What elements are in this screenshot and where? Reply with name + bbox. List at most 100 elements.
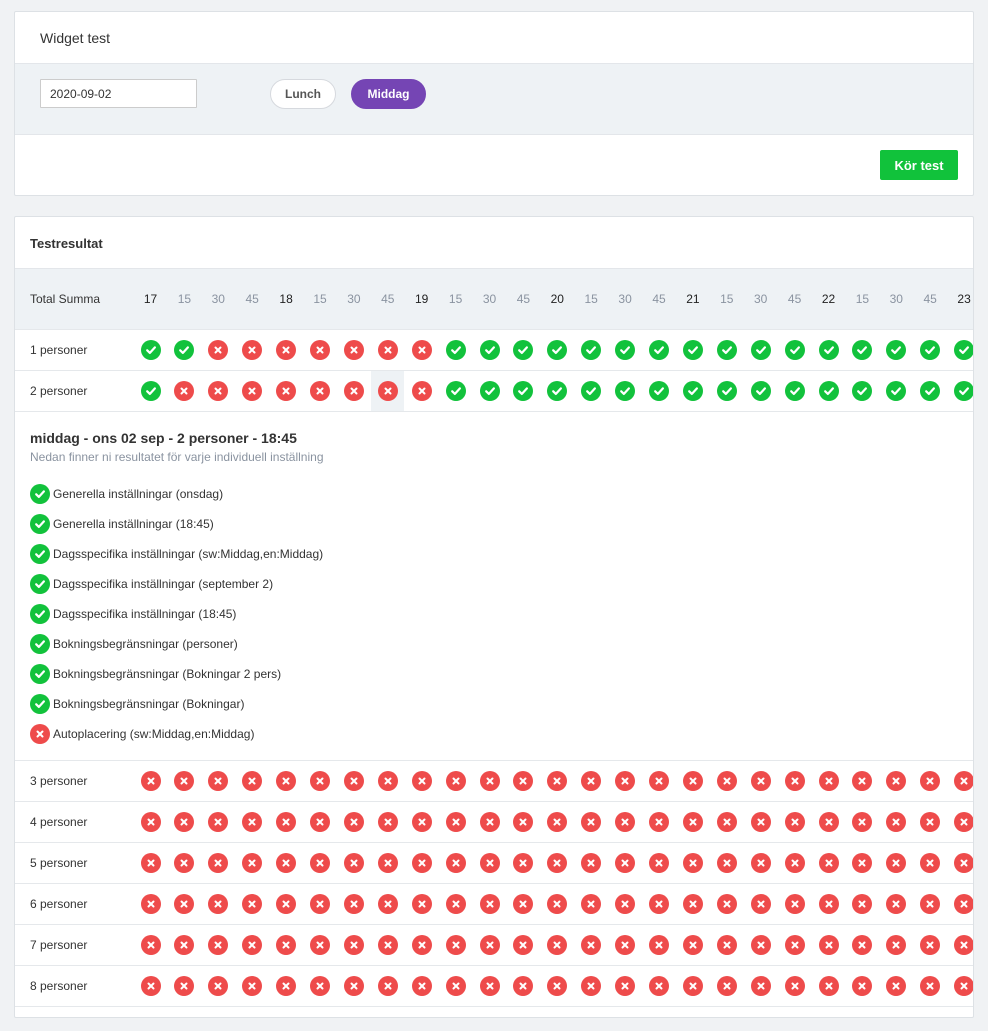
slot-result-cell[interactable] [473,925,506,965]
slot-result-cell[interactable] [202,925,235,965]
slot-result-cell[interactable] [134,925,167,965]
slot-result-cell[interactable] [202,761,235,801]
slot-result-cell[interactable] [405,371,438,411]
slot-result-cell[interactable] [304,843,337,883]
slot-result-cell[interactable] [846,925,879,965]
slot-result-cell[interactable] [812,330,845,370]
slot-result-cell[interactable] [304,966,337,1006]
slot-result-cell[interactable] [168,371,201,411]
slot-result-cell[interactable] [337,371,370,411]
slot-result-cell[interactable] [609,925,642,965]
slot-result-cell[interactable] [880,330,913,370]
slot-result-cell[interactable] [202,884,235,924]
slot-result-cell[interactable] [778,371,811,411]
slot-result-cell[interactable] [710,884,743,924]
slot-result-cell[interactable] [507,843,540,883]
slot-result-cell[interactable] [134,761,167,801]
slot-result-cell[interactable] [710,843,743,883]
slot-result-cell[interactable] [914,884,947,924]
slot-result-cell[interactable] [744,371,777,411]
slot-result-cell[interactable] [337,884,370,924]
slot-result-cell[interactable] [609,761,642,801]
slot-result-cell[interactable] [575,925,608,965]
slot-result-cell[interactable] [948,925,973,965]
slot-result-cell[interactable] [473,371,506,411]
slot-result-cell[interactable] [371,966,404,1006]
slot-result-cell[interactable] [473,330,506,370]
slot-result-cell[interactable] [202,330,235,370]
slot-result-cell[interactable] [778,966,811,1006]
slot-result-cell[interactable] [473,843,506,883]
slot-result-cell[interactable] [270,843,303,883]
slot-result-cell[interactable] [439,371,472,411]
slot-result-cell[interactable] [846,330,879,370]
slot-result-cell[interactable] [846,884,879,924]
slot-result-cell[interactable] [914,371,947,411]
slot-result-cell[interactable] [371,884,404,924]
slot-result-cell[interactable] [609,371,642,411]
slot-result-cell[interactable] [744,330,777,370]
slot-result-cell[interactable] [270,330,303,370]
slot-result-cell[interactable] [236,761,269,801]
slot-result-cell[interactable] [270,371,303,411]
slot-result-cell[interactable] [880,802,913,842]
slot-result-cell[interactable] [304,884,337,924]
slot-result-cell[interactable] [371,761,404,801]
slot-result-cell[interactable] [676,884,709,924]
slot-result-cell[interactable] [405,966,438,1006]
slot-result-cell[interactable] [439,925,472,965]
slot-result-cell[interactable] [676,761,709,801]
slot-result-cell[interactable] [337,761,370,801]
slot-result-cell[interactable] [812,371,845,411]
slot-result-cell[interactable] [473,802,506,842]
slot-result-cell[interactable] [744,761,777,801]
slot-result-cell[interactable] [168,843,201,883]
slot-result-cell[interactable] [778,884,811,924]
slot-result-cell[interactable] [507,330,540,370]
slot-result-cell[interactable] [643,966,676,1006]
slot-result-cell[interactable] [202,371,235,411]
slot-result-cell[interactable] [846,371,879,411]
slot-result-cell[interactable] [270,802,303,842]
slot-result-cell[interactable] [880,925,913,965]
slot-result-cell[interactable] [507,802,540,842]
slot-result-cell[interactable] [507,371,540,411]
slot-result-cell[interactable] [134,802,167,842]
slot-result-cell[interactable] [236,966,269,1006]
slot-result-cell[interactable] [337,843,370,883]
slot-result-cell[interactable] [643,843,676,883]
slot-result-cell[interactable] [541,843,574,883]
slot-result-cell[interactable] [473,884,506,924]
slot-result-cell[interactable] [778,802,811,842]
slot-result-cell[interactable] [643,330,676,370]
slot-result-cell[interactable] [304,371,337,411]
slot-result-cell[interactable] [236,802,269,842]
slot-result-cell[interactable] [948,371,973,411]
slot-result-cell[interactable] [337,925,370,965]
slot-result-cell[interactable] [948,761,973,801]
slot-result-cell[interactable] [880,843,913,883]
slot-result-cell[interactable] [405,802,438,842]
slot-result-cell[interactable] [405,925,438,965]
slot-result-cell[interactable] [304,925,337,965]
slot-result-cell[interactable] [812,802,845,842]
slot-result-cell[interactable] [609,884,642,924]
slot-result-cell[interactable] [304,330,337,370]
slot-result-cell[interactable] [812,925,845,965]
slot-result-cell[interactable] [304,761,337,801]
slot-result-cell[interactable] [473,761,506,801]
slot-result-cell[interactable] [643,802,676,842]
slot-result-cell[interactable] [744,843,777,883]
slot-result-cell[interactable] [405,843,438,883]
slot-result-cell[interactable] [439,761,472,801]
slot-result-cell[interactable] [914,843,947,883]
slot-result-cell[interactable] [846,802,879,842]
slot-result-cell[interactable] [710,802,743,842]
slot-result-cell[interactable] [778,330,811,370]
slot-result-cell[interactable] [236,884,269,924]
slot-result-cell[interactable] [676,802,709,842]
slot-result-cell[interactable] [609,966,642,1006]
slot-result-cell[interactable] [948,802,973,842]
slot-result-cell[interactable] [541,925,574,965]
slot-result-cell[interactable] [846,843,879,883]
